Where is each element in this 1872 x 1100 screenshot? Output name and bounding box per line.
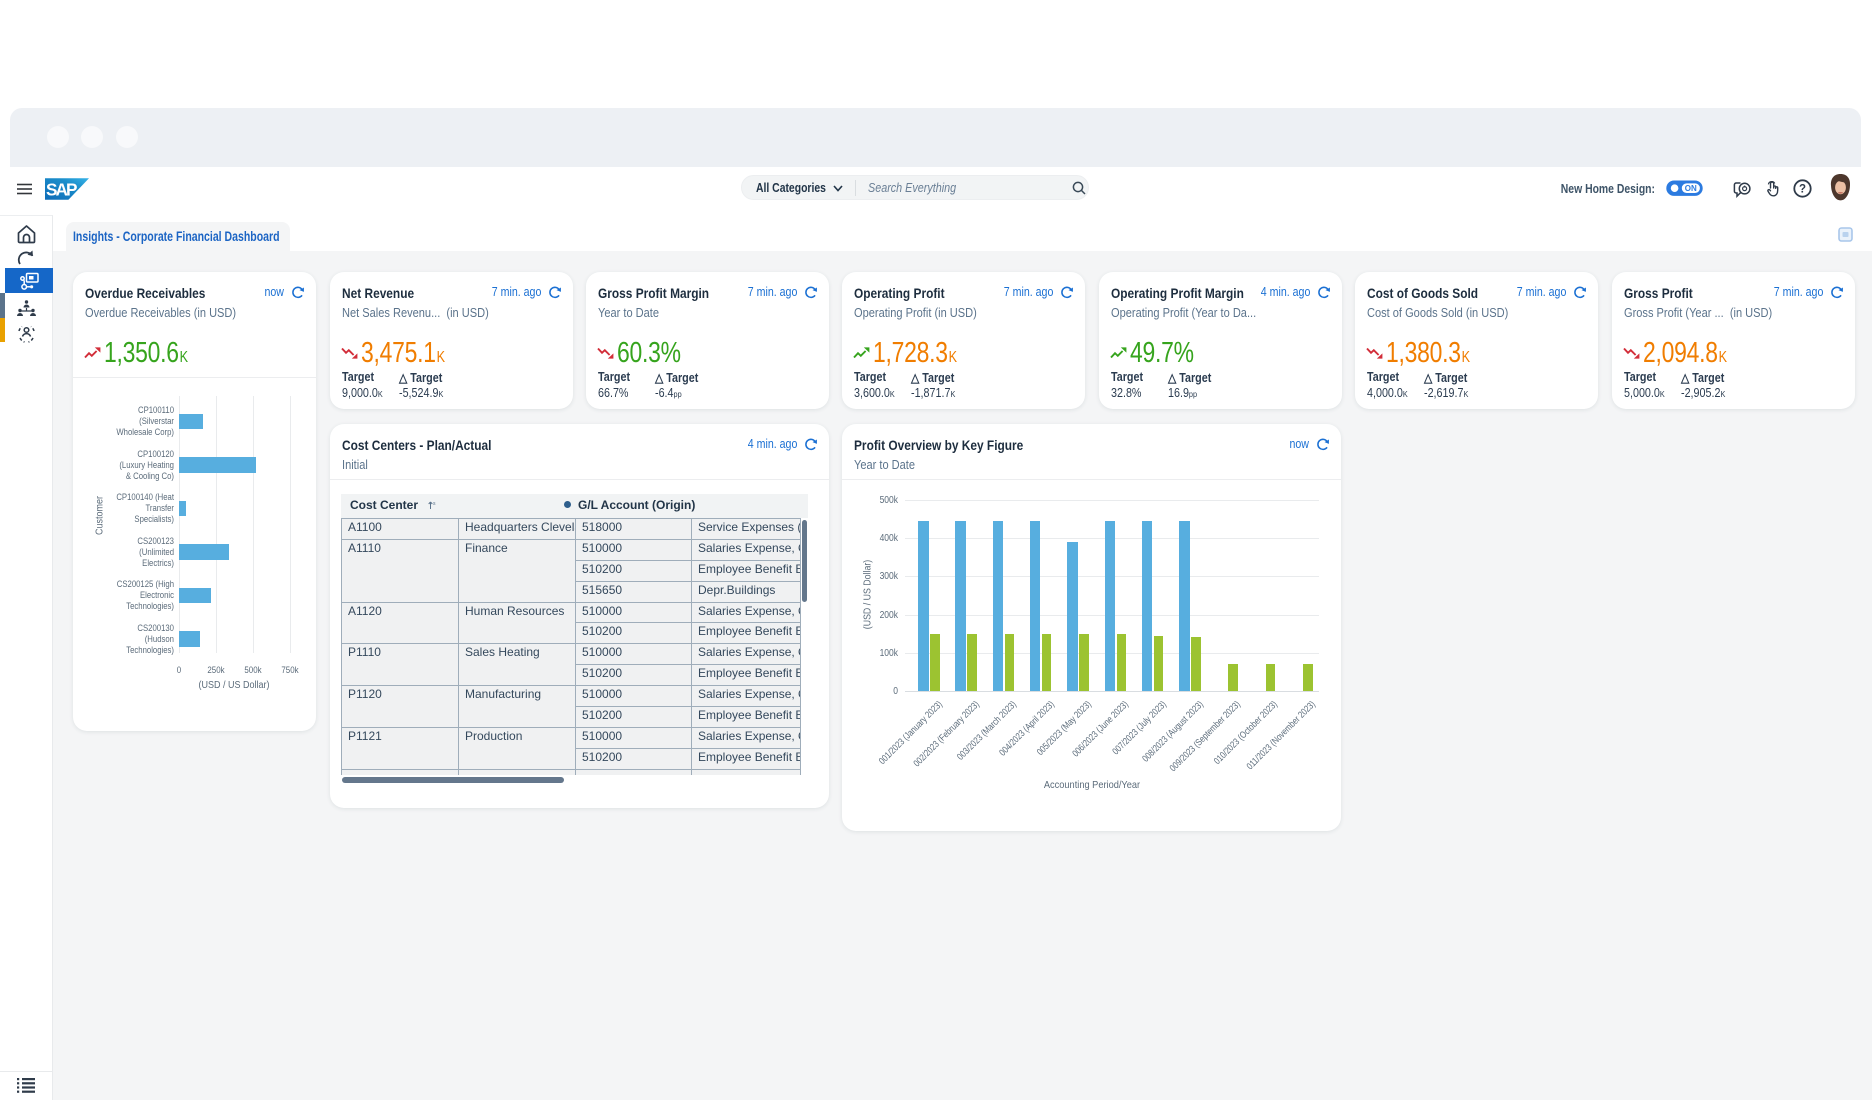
svg-text:SAP: SAP [46, 179, 78, 199]
svg-text:ON: ON [1685, 184, 1697, 193]
svg-text:s: s [433, 501, 436, 507]
svg-text:?: ? [1799, 184, 1806, 196]
